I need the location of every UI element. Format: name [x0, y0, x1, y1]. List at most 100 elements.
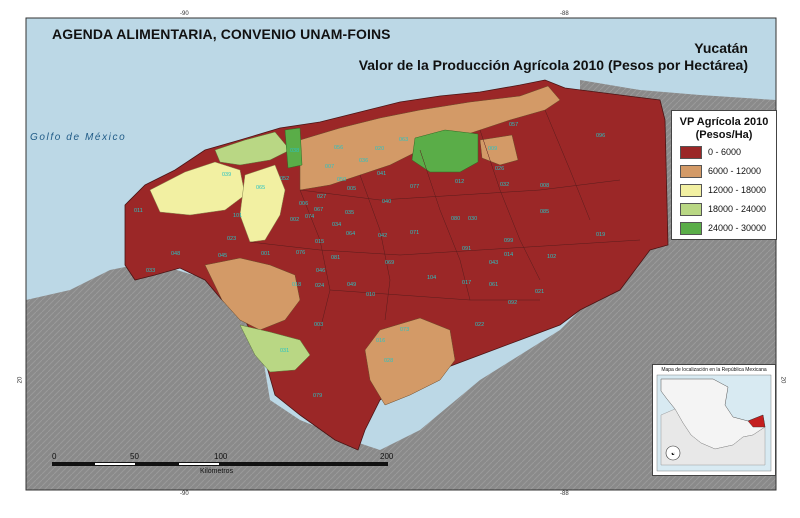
- legend-label: 0 - 6000: [708, 147, 742, 157]
- municipality-code-label: 073: [400, 327, 409, 333]
- legend-swatch: [680, 222, 702, 235]
- municipality-code-label: 002: [290, 217, 299, 223]
- legend-box: VP Agrícola 2010 (Pesos/Ha) 0 - 6000 600…: [671, 110, 777, 240]
- municipality-code-label: 035: [345, 210, 354, 216]
- municipality-code-label: 057: [509, 122, 518, 128]
- municipality-code-label: 046: [316, 268, 325, 274]
- municipality-code-label: 091: [462, 246, 471, 252]
- municipality-code-label: 077: [410, 184, 419, 190]
- municipality-code-label: 102: [547, 254, 556, 260]
- grid-tick-top-right: -88: [560, 11, 569, 17]
- legend-swatch: [680, 184, 702, 197]
- legend-label: 24000 - 30000: [708, 223, 767, 233]
- municipality-code-label: 027: [317, 194, 326, 200]
- municipality-code-label: 020: [375, 146, 384, 152]
- state-name: Yucatán: [694, 40, 748, 56]
- municipality-code-label: 038: [290, 148, 299, 154]
- scale-segment: [94, 462, 136, 466]
- grid-tick-left: 20: [17, 376, 24, 384]
- region-yellow-central: [239, 164, 286, 243]
- municipality-code-label: 052: [280, 176, 289, 182]
- municipality-code-label: 026: [495, 166, 504, 172]
- region-tan-east: [479, 134, 519, 166]
- legend-label: 12000 - 18000: [708, 185, 767, 195]
- grid-tick-right: 20: [779, 376, 786, 384]
- municipality-code-label: 039: [222, 172, 231, 178]
- legend-title-line1: VP Agrícola 2010: [679, 116, 769, 128]
- grid-tick-bottom-right: -88: [560, 491, 569, 497]
- municipality-code-label: 049: [347, 282, 356, 288]
- municipality-code-label: 005: [347, 186, 356, 192]
- municipality-code-label: 017: [462, 280, 471, 286]
- legend-title-line2: (Pesos/Ha): [695, 129, 753, 141]
- legend-swatch: [680, 165, 702, 178]
- municipality-code-label: 064: [346, 231, 355, 237]
- map-main-title: AGENDA ALIMENTARIA, CONVENIO UNAM-FOINS: [52, 26, 391, 42]
- legend-title: VP Agrícola 2010 (Pesos/Ha): [672, 116, 776, 142]
- municipality-code-label: 016: [376, 338, 385, 344]
- legend-swatch: [680, 203, 702, 216]
- municipality-code-label: 076: [296, 250, 305, 256]
- gulf-label: Golfo de México: [30, 132, 127, 143]
- municipality-code-label: 021: [535, 289, 544, 295]
- municipality-code-label: 099: [504, 238, 513, 244]
- municipality-code-label: 045: [218, 253, 227, 259]
- municipality-code-label: 018: [292, 282, 301, 288]
- scale-label: 100: [214, 452, 228, 461]
- municipality-code-label: 092: [508, 300, 517, 306]
- grid-tick-bottom-left: -90: [180, 491, 189, 497]
- municipality-code-label: 028: [384, 358, 393, 364]
- municipality-code-label: 019: [596, 232, 605, 238]
- scale-label: 50: [130, 452, 139, 461]
- municipality-code-label: 036: [359, 158, 368, 164]
- legend-swatch: [680, 146, 702, 159]
- inset-locator-map: Mapa de localización en la República Mex…: [652, 364, 776, 476]
- municipality-code-label: 030: [468, 216, 477, 222]
- municipality-code-label: 010: [366, 292, 375, 298]
- municipality-code-label: 012: [455, 179, 464, 185]
- municipality-code-label: 007: [325, 164, 334, 170]
- municipality-code-label: 085: [540, 209, 549, 215]
- municipality-code-label: 096: [596, 133, 605, 139]
- region-lightgreen-north: [214, 131, 291, 166]
- region-green-north: [284, 127, 303, 169]
- municipality-code-label: 024: [315, 283, 324, 289]
- scale-label: 200: [380, 452, 394, 461]
- inset-title: Mapa de localización en la República Mex…: [661, 367, 767, 373]
- scale-segment: [136, 462, 178, 466]
- municipality-code-label: 022: [475, 322, 484, 328]
- municipality-code-label: 063: [399, 137, 408, 143]
- inset-map-graphic: ☯: [656, 374, 772, 472]
- municipality-code-label: 003: [314, 322, 323, 328]
- municipality-code-label: 041: [377, 171, 386, 177]
- neighboring-land: [26, 210, 776, 490]
- municipality-code-label: 050: [337, 177, 346, 183]
- municipality-code-label: 080: [451, 216, 460, 222]
- municipality-code-label: 031: [280, 348, 289, 354]
- scale-unit: Kilómetros: [200, 468, 234, 475]
- municipality-code-label: 015: [315, 239, 324, 245]
- map-subtitle: Valor de la Producción Agrícola 2010 (Pe…: [358, 57, 748, 73]
- scale-segment: [52, 462, 94, 466]
- region-green-east: [411, 129, 479, 173]
- municipality-code-label: 040: [382, 199, 391, 205]
- scale-segment: [220, 462, 388, 466]
- scale-segment: [178, 462, 220, 466]
- scale-label: 0: [52, 452, 57, 461]
- municipality-code-label: 104: [427, 275, 436, 281]
- municipality-code-label: 081: [331, 255, 340, 261]
- municipality-code-label: 074: [305, 214, 314, 220]
- municipality-code-label: 079: [313, 393, 322, 399]
- municipality-code-label: 067: [314, 207, 323, 213]
- scale-bar: 0 50 100 200 Kilómetros: [52, 452, 393, 478]
- map-neatline: [25, 17, 777, 491]
- municipality-code-label: 009: [488, 146, 497, 152]
- municipality-code-label: 065: [256, 185, 265, 191]
- municipality-code-label: 032: [500, 182, 509, 188]
- municipal-boundaries: [249, 109, 641, 331]
- svg-text:☯: ☯: [671, 451, 675, 456]
- region-tan-south: [364, 317, 456, 406]
- municipality-code-label: 008: [540, 183, 549, 189]
- municipality-code-label: 069: [385, 260, 394, 266]
